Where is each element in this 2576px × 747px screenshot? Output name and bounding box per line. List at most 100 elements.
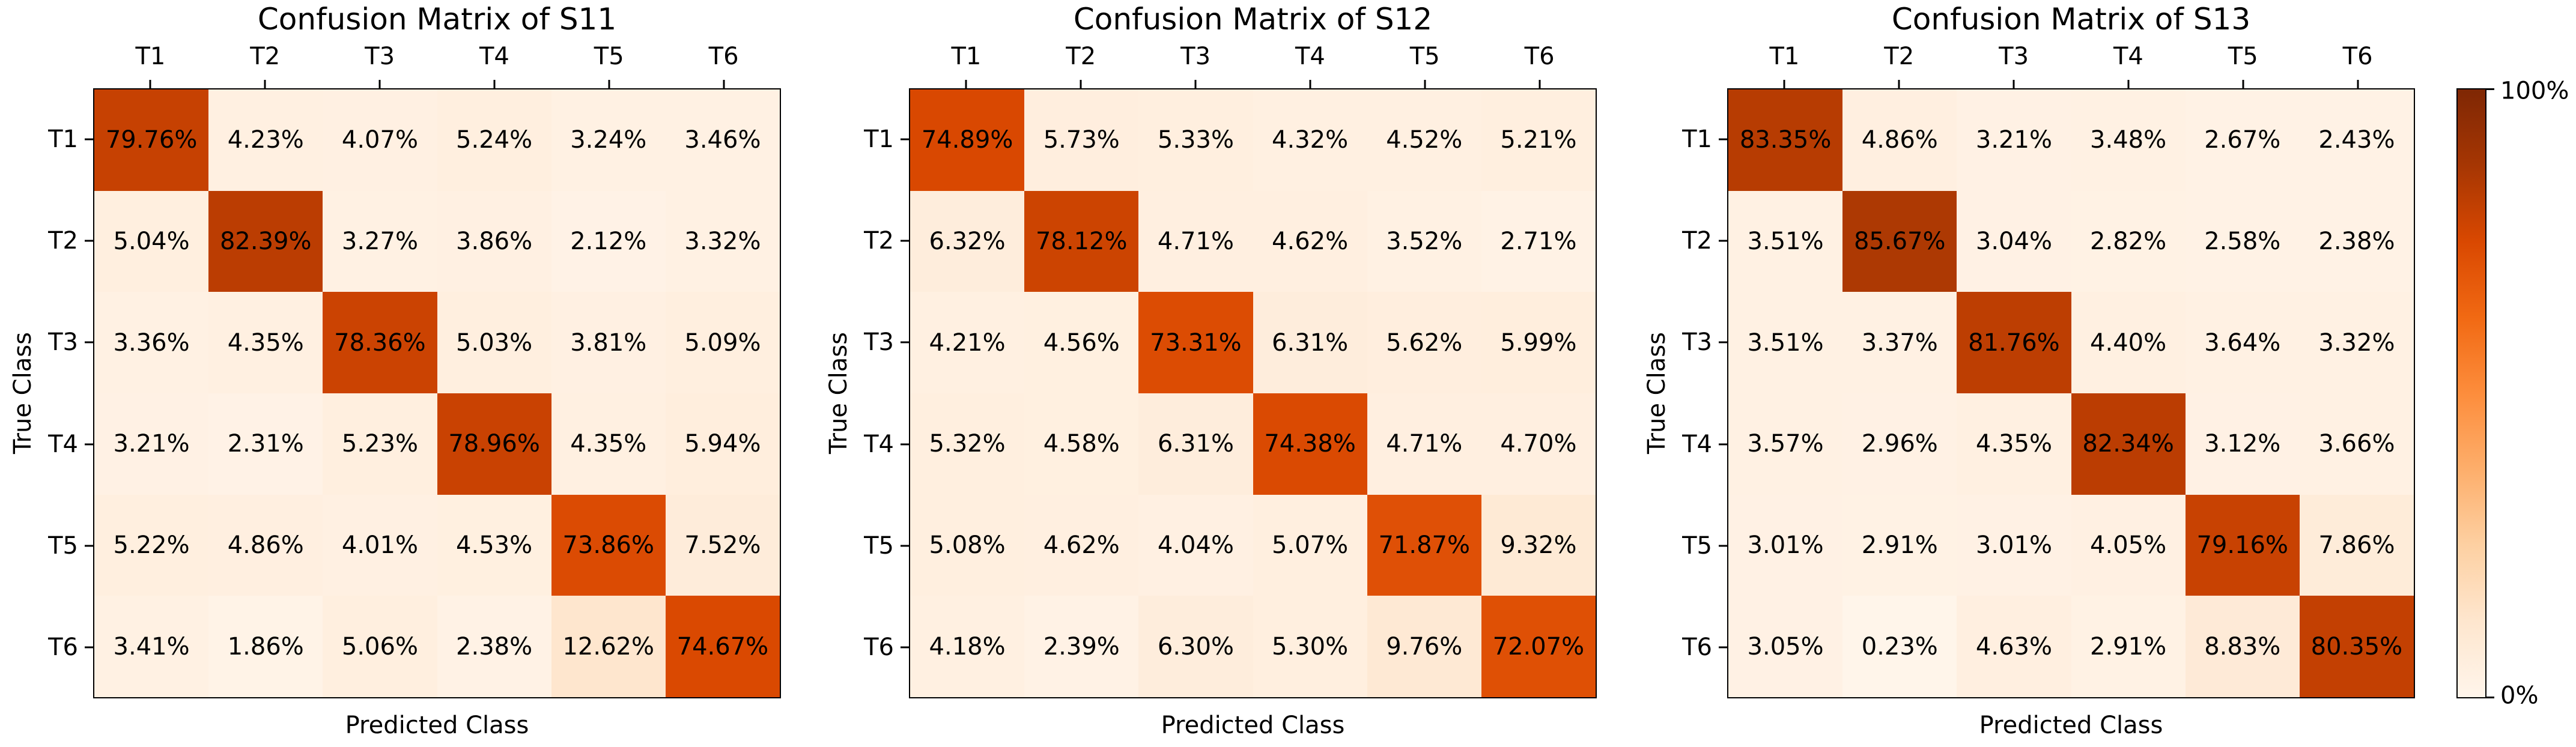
- matrix-cell: 81.76%: [1957, 292, 2071, 393]
- matrix-cell: 2.67%: [2185, 89, 2300, 191]
- matrix-cell: 3.37%: [1842, 292, 1957, 393]
- y-axis-tick: [1719, 443, 1727, 446]
- y-tick-label: T3: [1682, 328, 1712, 357]
- matrix-cell: 80.35%: [2299, 596, 2414, 697]
- matrix-cell: 4.35%: [1957, 393, 2071, 495]
- matrix-cell: 5.73%: [1024, 89, 1139, 191]
- confusion-matrix-panel-s13: Confusion Matrix of S13 True Class 83.35…: [1643, 2, 2415, 739]
- confusion-matrix-panel-s12: Confusion Matrix of S12 True Class 74.89…: [825, 2, 1597, 739]
- heatmap-grid: 79.76% 4.23% 4.07% 5.24% 3.24% 3.46% 5.04% 82.3…: [93, 88, 781, 698]
- y-axis-tick: [1719, 240, 1727, 242]
- matrix-cell: 2.39%: [1024, 596, 1139, 697]
- y-axis-tick: [1719, 646, 1727, 649]
- x-axis-tick: [1898, 80, 1900, 88]
- y-axis-tick: [901, 443, 909, 446]
- x-tick-label: T6: [2342, 43, 2373, 70]
- matrix-cell: 3.27%: [323, 190, 437, 292]
- matrix-cell: 85.67%: [1842, 190, 1957, 292]
- matrix-cell: 3.52%: [1367, 190, 1481, 292]
- matrix-cell: 4.18%: [910, 596, 1025, 697]
- chart-title: Confusion Matrix of S11: [257, 2, 617, 37]
- matrix-cell: 5.04%: [94, 190, 209, 292]
- matrix-cell: 4.62%: [1253, 190, 1367, 292]
- chart-title: Confusion Matrix of S12: [1073, 2, 1433, 37]
- matrix-cell: 4.62%: [1024, 494, 1139, 596]
- y-axis-tick: [901, 138, 909, 141]
- matrix-cell: 2.12%: [551, 190, 666, 292]
- x-axis-tick: [149, 80, 151, 88]
- matrix-cell: 4.86%: [208, 494, 323, 596]
- x-axis-tick: [2127, 80, 2130, 88]
- matrix-cell: 12.62%: [551, 596, 666, 697]
- matrix-cell: 4.05%: [2071, 494, 2186, 596]
- matrix-cell: 5.94%: [665, 393, 780, 495]
- matrix-cell: 3.05%: [1728, 596, 1843, 697]
- matrix-cell: 3.46%: [665, 89, 780, 191]
- matrix-cell: 3.21%: [1957, 89, 2071, 191]
- y-tick-label: T4: [48, 430, 78, 458]
- x-axis-label: Predicted Class: [1161, 712, 1345, 739]
- matrix-cell: 5.23%: [323, 393, 437, 495]
- colorbar: 100% 0%: [2456, 77, 2569, 710]
- matrix-cell: 78.12%: [1024, 190, 1139, 292]
- x-axis-tick: [1539, 80, 1541, 88]
- y-axis-label: True Class: [825, 332, 852, 455]
- x-tick-label: T1: [1769, 43, 1800, 70]
- colorbar-bottom-tick: [2485, 697, 2494, 698]
- matrix-cell: 73.86%: [551, 494, 666, 596]
- chart-title: Confusion Matrix of S13: [1891, 2, 2251, 37]
- matrix-cell: 5.08%: [910, 494, 1025, 596]
- matrix-cell: 2.71%: [1481, 190, 1596, 292]
- colorbar-top-tick: [2485, 88, 2494, 90]
- y-tick-label: T6: [1682, 634, 1712, 662]
- matrix-cell: 78.96%: [437, 393, 551, 495]
- matrix-cell: 5.30%: [1253, 596, 1367, 697]
- matrix-cell: 4.01%: [323, 494, 437, 596]
- matrix-cell: 2.31%: [208, 393, 323, 495]
- x-axis-tick: [1194, 80, 1197, 88]
- y-tick-label: T5: [1682, 532, 1712, 560]
- matrix-cell: 6.32%: [910, 190, 1025, 292]
- x-axis-tick: [608, 80, 610, 88]
- x-axis-tick: [965, 80, 967, 88]
- matrix-cell: 5.07%: [1253, 494, 1367, 596]
- x-tick-label: T4: [1295, 43, 1325, 70]
- matrix-cell: 6.30%: [1138, 596, 1253, 697]
- heatmap-grid: 74.89% 5.73% 5.33% 4.32% 4.52% 5.21% 6.32% 78.1…: [909, 88, 1597, 698]
- matrix-cell: 4.53%: [437, 494, 551, 596]
- x-axis-tick: [1309, 80, 1311, 88]
- matrix-cell: 3.86%: [437, 190, 551, 292]
- x-tick-label: T6: [1524, 43, 1555, 70]
- x-tick-label: T3: [365, 43, 395, 70]
- matrix-cell: 79.76%: [94, 89, 209, 191]
- confusion-matrix-panel-s11: Confusion Matrix of S11 True Class 79.76…: [9, 2, 781, 739]
- y-tick-label: T3: [864, 328, 894, 357]
- matrix-cell: 4.40%: [2071, 292, 2186, 393]
- matrix-cell: 4.04%: [1138, 494, 1253, 596]
- matrix-cell: 7.86%: [2299, 494, 2414, 596]
- matrix-cell: 5.22%: [94, 494, 209, 596]
- matrix-cell: 2.38%: [437, 596, 551, 697]
- matrix-cell: 4.71%: [1138, 190, 1253, 292]
- y-axis-tick: [901, 240, 909, 242]
- x-axis-tick: [723, 80, 725, 88]
- x-axis-tick: [2357, 80, 2359, 88]
- matrix-cell: 4.56%: [1024, 292, 1139, 393]
- y-axis-tick: [1719, 545, 1727, 547]
- matrix-cell: 4.35%: [208, 292, 323, 393]
- x-axis-tick: [2012, 80, 2015, 88]
- matrix-cell: 3.24%: [551, 89, 666, 191]
- x-tick-label: T5: [2228, 43, 2258, 70]
- matrix-cell: 74.89%: [910, 89, 1025, 191]
- y-tick-label: T2: [1682, 227, 1712, 255]
- y-axis-tick: [85, 240, 93, 242]
- y-tick-label: T1: [48, 125, 78, 153]
- y-tick-label: T5: [864, 532, 894, 560]
- y-tick-label: T4: [864, 430, 894, 458]
- x-axis-tick: [1783, 80, 1785, 88]
- matrix-cell: 3.36%: [94, 292, 209, 393]
- matrix-cell: 2.58%: [2185, 190, 2300, 292]
- matrix-cell: 7.52%: [665, 494, 780, 596]
- matrix-cell: 4.71%: [1367, 393, 1481, 495]
- matrix-cell: 3.57%: [1728, 393, 1843, 495]
